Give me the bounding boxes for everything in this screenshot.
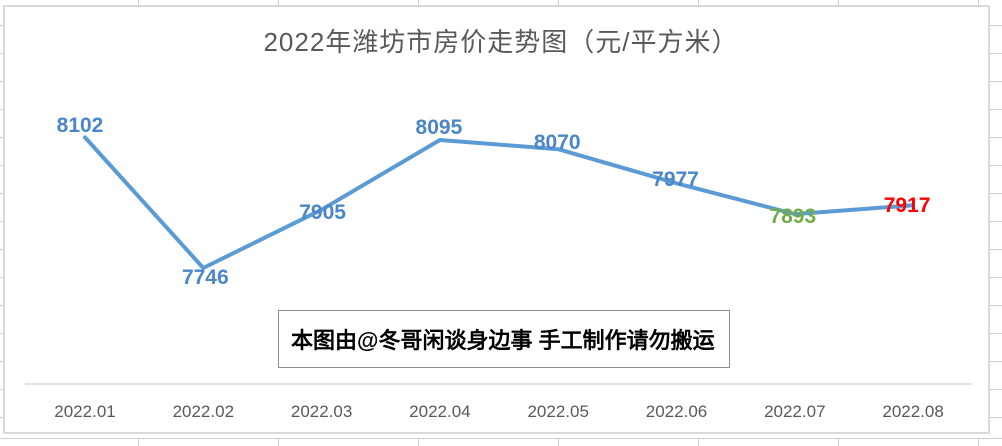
data-label: 7746 [181, 266, 229, 289]
price-line [83, 135, 916, 270]
spreadsheet-gridlines-right [990, 0, 1002, 446]
data-label: 7893 [769, 205, 817, 229]
data-label: 8102 [56, 114, 104, 138]
x-axis-label: 2022.06 [645, 402, 708, 421]
x-axis-label: 2022.03 [290, 402, 353, 421]
chart-title: 2022年潍坊市房价走势图（元/平方米） [263, 27, 739, 57]
data-label: 7917 [883, 194, 931, 218]
x-axis-label: 2022.04 [409, 402, 471, 421]
data-label: 8095 [415, 116, 463, 139]
x-axis-label: 2022.05 [527, 402, 589, 421]
x-axis-label: 2022.02 [172, 402, 235, 421]
spreadsheet-gridlines-top [0, 0, 1002, 5]
watermark-text: 本图由@冬哥闲谈身边事 手工制作请勿搬运 [291, 328, 715, 353]
data-label: 7977 [652, 168, 699, 192]
x-axis-label: 2022.01 [54, 402, 116, 421]
x-axis-label: 2022.07 [764, 402, 826, 421]
data-label: 7905 [299, 200, 346, 224]
data-label: 8070 [533, 131, 581, 155]
x-axis-label: 2022.08 [882, 402, 944, 421]
spreadsheet-gridlines-left [0, 0, 3, 446]
spreadsheet-gridlines-bottom [0, 438, 1002, 446]
watermark-box: 本图由@冬哥闲谈身边事 手工制作请勿搬运 [278, 310, 730, 368]
